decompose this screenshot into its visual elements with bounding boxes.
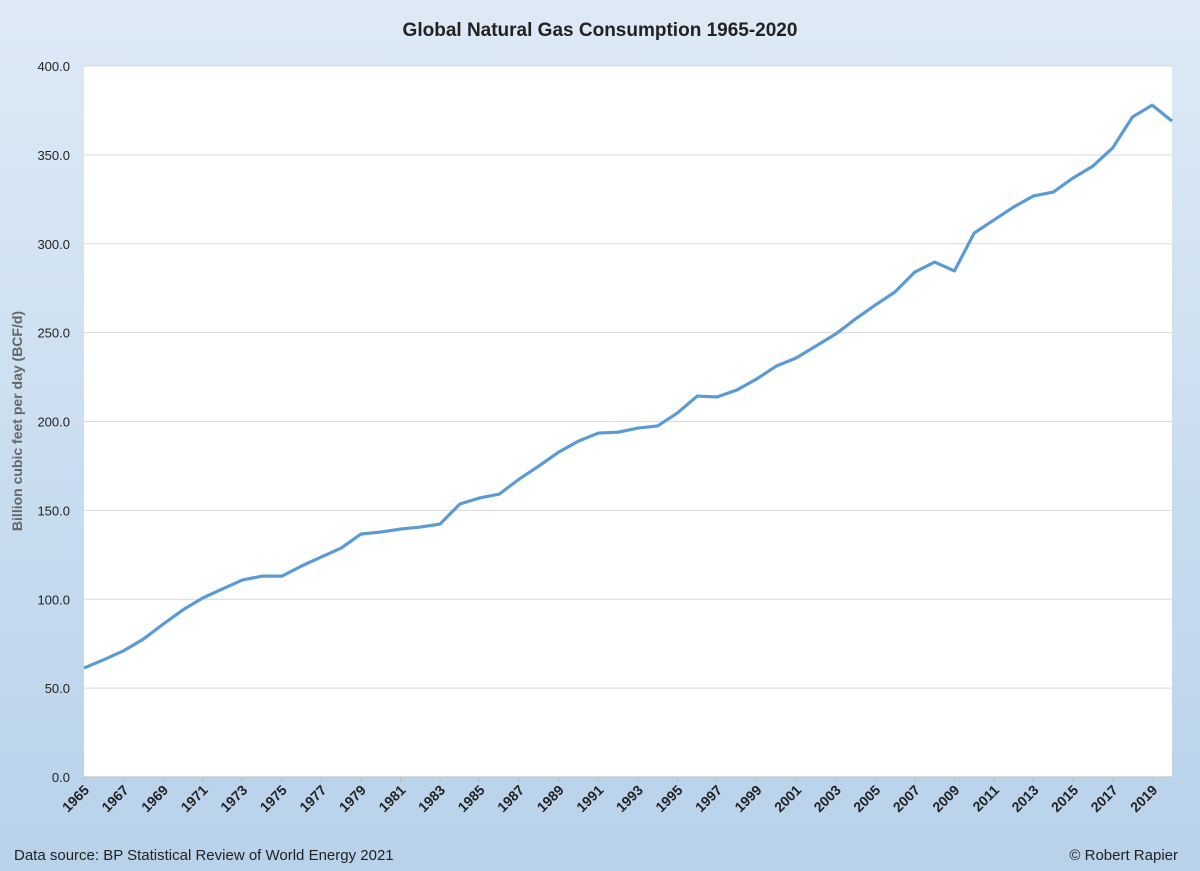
y-tick-label: 0.0 (52, 770, 70, 785)
y-tick-label: 400.0 (37, 59, 70, 74)
y-tick-label: 100.0 (37, 592, 70, 607)
chart-title: Global Natural Gas Consumption 1965-2020 (403, 20, 798, 41)
y-tick-label: 200.0 (37, 415, 70, 430)
y-tick-label: 150.0 (37, 503, 70, 518)
y-tick-label: 300.0 (37, 237, 70, 252)
credit: © Robert Rapier (1069, 847, 1178, 864)
y-axis-label: Billion cubic feet per day (BCF/d) (9, 311, 25, 531)
source-note: Data source: BP Statistical Review of Wo… (14, 847, 394, 864)
y-tick-label: 350.0 (37, 148, 70, 163)
data-line (83, 103, 1174, 670)
y-tick-label: 50.0 (45, 681, 70, 696)
y-tick-label: 250.0 (37, 326, 70, 341)
